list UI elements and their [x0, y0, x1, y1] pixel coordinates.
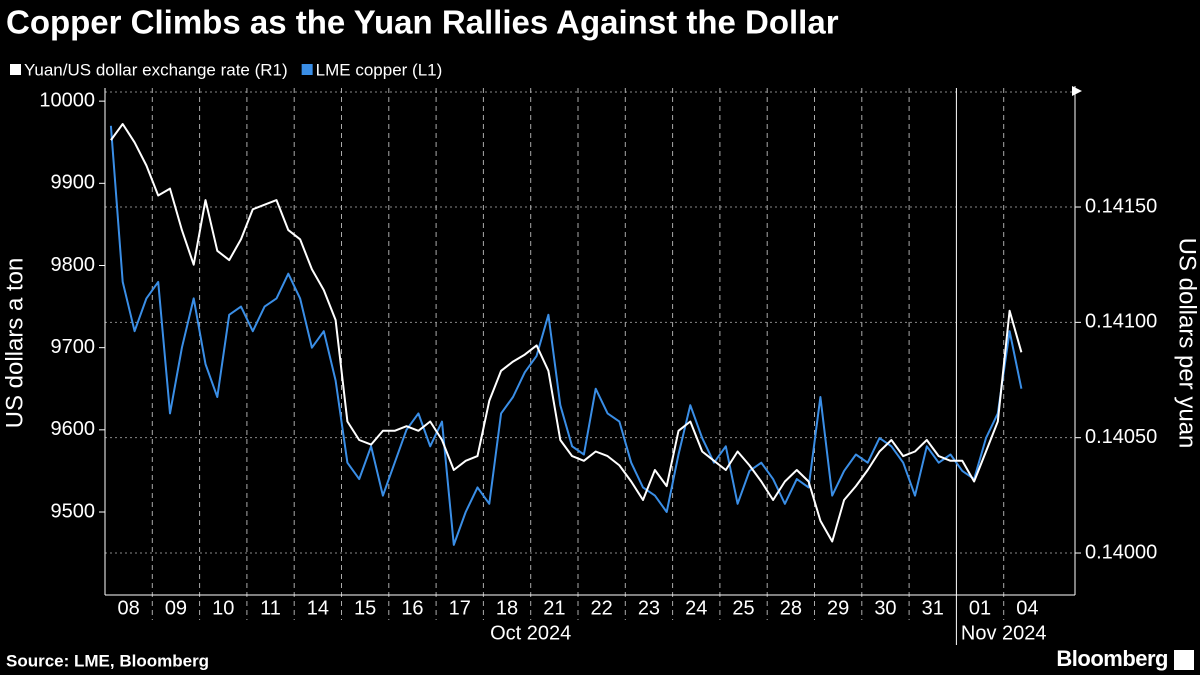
series-line	[109, 125, 1023, 546]
y-tick-label: 9800	[51, 254, 96, 276]
x-tick-label: 23	[638, 597, 660, 619]
chart-title: Copper Climbs as the Yuan Rallies Agains…	[6, 4, 839, 41]
y2-axis-title: US dollars per yuan	[1174, 238, 1200, 449]
brand-icon	[1174, 650, 1194, 670]
x-tick-label: 15	[354, 597, 376, 619]
x-tick-label: 17	[449, 597, 471, 619]
legend-swatch	[301, 64, 313, 75]
x-tick-label: 30	[874, 597, 896, 619]
x-tick-label: 04	[1016, 597, 1038, 619]
x-tick-label: 29	[827, 597, 849, 619]
x-tick-label: 21	[543, 597, 565, 619]
y-tick-label: 10000	[39, 89, 95, 111]
y-tick-label: 9900	[51, 172, 96, 194]
y2-tick-label: 0.14000	[1085, 541, 1157, 563]
x-tick-label: 31	[922, 597, 944, 619]
brand: Bloomberg	[1056, 646, 1168, 671]
x-tick-label: 24	[685, 597, 707, 619]
legend-swatch	[10, 64, 21, 75]
y-axis-title: US dollars a ton	[1, 258, 28, 429]
x-tick-label: 16	[401, 597, 423, 619]
x-tick-label: 01	[969, 597, 991, 619]
x-tick-label: 28	[780, 597, 802, 619]
series-line	[110, 123, 1023, 543]
source: Source: LME, Bloomberg	[6, 651, 209, 670]
x-tick-label: 14	[307, 597, 329, 619]
legend-label: Yuan/US dollar exchange rate (R1)	[24, 60, 288, 79]
x-tick-label: 11	[260, 597, 281, 619]
y-tick-label: 9700	[51, 336, 96, 358]
y-tick-label: 9600	[51, 418, 96, 440]
month-label: Oct 2024	[490, 622, 571, 644]
y-tick-label: 9500	[51, 500, 96, 522]
x-tick-label: 10	[212, 597, 234, 619]
month-label: Nov 2024	[961, 622, 1047, 644]
x-tick-label: 22	[591, 597, 613, 619]
x-tick-label: 25	[732, 597, 754, 619]
x-tick-label: 09	[165, 597, 187, 619]
y2-tick-label: 0.14150	[1085, 195, 1157, 217]
x-tick-label: 08	[118, 597, 140, 619]
y2-tick-label: 0.14100	[1085, 311, 1157, 333]
legend-label: LME copper (L1)	[316, 60, 443, 79]
y2-tick-label: 0.14050	[1085, 426, 1157, 448]
x-tick-label: 18	[496, 597, 518, 619]
